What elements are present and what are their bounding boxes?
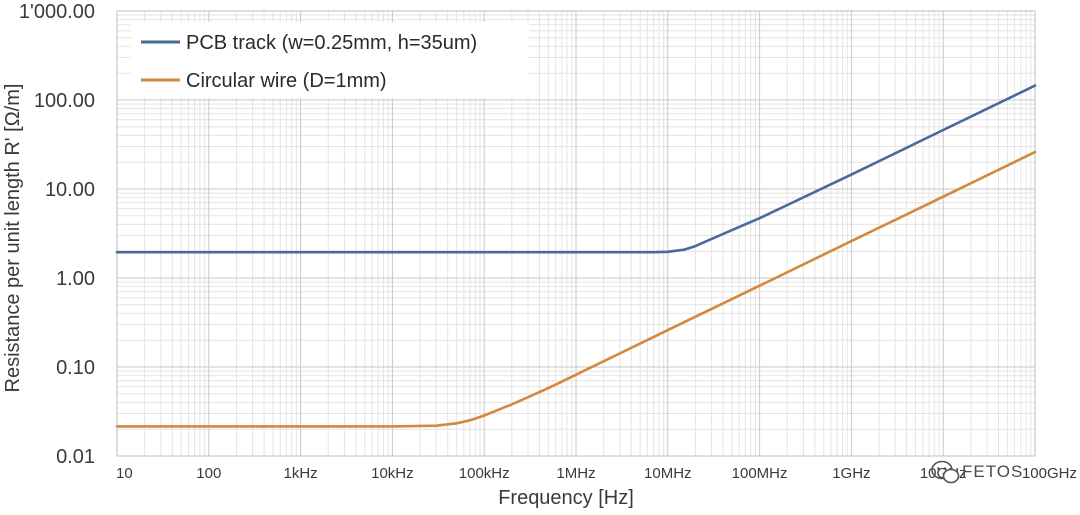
x-tick-label: 10kHz <box>371 465 414 482</box>
y-tick-label: 10.00 <box>45 179 95 201</box>
y-tick-labels: 0.01 0.10 1.00 10.00 100.00 1'000.00 <box>19 1 95 468</box>
x-axis-title: Frequency [Hz] <box>498 487 634 509</box>
x-tick-labels: 10 100 1kHz 10kHz 100kHz 1MHz 10MHz 100MHz 1GHz 1… <box>116 465 1077 482</box>
legend: PCB track (w=0.25mm, h=35um) Circular wi… <box>131 22 529 98</box>
y-axis-title: Resistance per unit length R' [Ω/m] <box>2 84 24 393</box>
x-tick-label: 100GHz <box>1022 465 1077 482</box>
legend-label-pcb-track: PCB track (w=0.25mm, h=35um) <box>186 32 477 54</box>
y-tick-label: 1.00 <box>56 268 95 290</box>
x-tick-label: 100 <box>196 465 221 482</box>
legend-label-circular-wire: Circular wire (D=1mm) <box>186 70 387 92</box>
x-tick-label: 1GHz <box>832 465 870 482</box>
y-tick-label: 1'000.00 <box>19 1 95 23</box>
x-tick-label: 1MHz <box>556 465 595 482</box>
x-tick-label: 10 <box>116 465 133 482</box>
wechat-icon <box>931 460 960 484</box>
series-line-pcb-track <box>115 84 1037 254</box>
y-tick-label: 0.01 <box>56 446 95 468</box>
legend-box <box>131 22 529 98</box>
series-line-circular-wire <box>115 150 1037 428</box>
plot-frame <box>116 10 1036 457</box>
y-tick-label: 0.10 <box>56 357 95 379</box>
x-tick-label: 1kHz <box>284 465 318 482</box>
x-tick-label: 100kHz <box>459 465 510 482</box>
series-layer <box>115 84 1037 428</box>
x-tick-label: 10MHz <box>644 465 692 482</box>
y-tick-label: 100.00 <box>34 90 95 112</box>
watermark-text: FETOS <box>962 462 1023 481</box>
x-tick-label: 100MHz <box>732 465 788 482</box>
watermark: FETOS <box>931 460 1023 484</box>
